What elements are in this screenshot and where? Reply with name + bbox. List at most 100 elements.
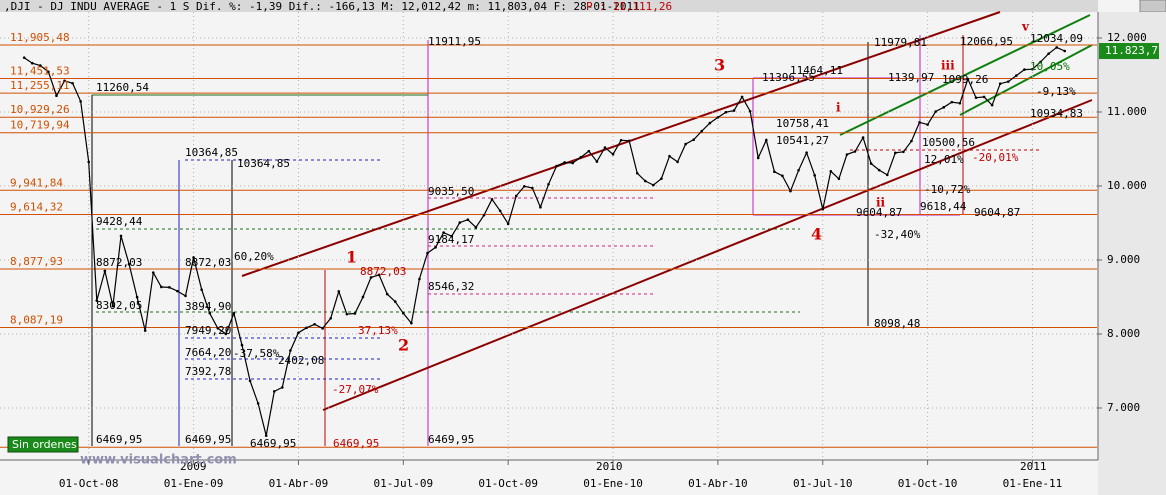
price-line <box>23 46 1065 436</box>
window-buttons[interactable] <box>1139 0 1166 13</box>
price-point <box>442 231 445 234</box>
year-label: 2011 <box>1020 460 1047 473</box>
trend-line <box>959 44 1093 116</box>
price-point <box>1047 52 1050 56</box>
price-point <box>635 171 639 175</box>
level-label: 11,255,11 <box>10 79 70 92</box>
price-point <box>232 311 236 315</box>
price-point <box>410 321 413 325</box>
annotation: 10364,85 <box>185 146 238 159</box>
price-point <box>1055 46 1058 49</box>
price-point <box>829 170 833 173</box>
y-tick-label: 9.000 <box>1107 253 1140 266</box>
price-point <box>208 311 212 315</box>
price-point <box>345 312 349 316</box>
x-tick-label: 01-Oct-10 <box>898 477 958 490</box>
level-label: 10,719,94 <box>10 119 70 132</box>
year-label: 2009 <box>180 460 207 473</box>
annotation: 9604,87 <box>974 206 1020 219</box>
trend-line <box>322 99 1093 411</box>
price-point <box>813 174 816 177</box>
price-point <box>39 64 42 67</box>
annotation: 10364,85 <box>237 157 290 170</box>
price-point <box>619 138 623 142</box>
price-point <box>910 139 913 143</box>
price-point <box>256 402 260 405</box>
price-point <box>894 151 897 155</box>
level-label: 10,929,26 <box>10 103 70 116</box>
price-point <box>1015 74 1018 77</box>
price-point <box>724 110 728 114</box>
price-point <box>361 295 365 299</box>
annotation: 9184,17 <box>428 233 474 246</box>
wave-label: 3 <box>714 56 725 75</box>
price-point <box>95 299 99 302</box>
price-point <box>611 153 615 156</box>
wave-label: v <box>1021 20 1030 34</box>
price-point <box>458 221 462 224</box>
price-point <box>63 79 66 83</box>
trend-line <box>241 11 1001 277</box>
annotation: 2402,08 <box>278 354 324 367</box>
price-point <box>982 95 986 99</box>
annotation: 10500,56 <box>922 136 975 149</box>
price-point <box>248 379 252 383</box>
y-tick-label: 8.000 <box>1107 327 1140 340</box>
price-point <box>853 150 857 153</box>
wave-label: i <box>836 101 841 115</box>
price-point <box>797 168 800 172</box>
price-point <box>732 109 736 112</box>
annotation: 8872,03 <box>185 256 231 269</box>
price-point <box>200 288 203 291</box>
annotation: -37,58% <box>233 347 280 360</box>
price-point <box>30 61 34 65</box>
price-point <box>87 160 91 164</box>
last-price-box <box>1099 43 1159 60</box>
wave-label: 4 <box>811 225 822 244</box>
x-tick-label: 01-Ene-10 <box>583 477 643 490</box>
price-point <box>845 153 849 156</box>
wave-label: ii <box>876 196 886 210</box>
price-point <box>877 168 881 172</box>
annotation: 9428,44 <box>96 215 143 228</box>
price-point <box>974 96 978 99</box>
x-tick-label: 01-Ene-09 <box>164 477 224 490</box>
price-point <box>160 285 163 289</box>
price-point <box>184 294 187 298</box>
header-price: P : 11,111,26 <box>586 0 672 13</box>
price-point <box>748 110 752 113</box>
price-point <box>240 343 244 347</box>
y-tick-label: 7.000 <box>1107 401 1140 414</box>
trend-line <box>839 14 1091 136</box>
orders-button[interactable] <box>7 436 79 453</box>
price-point <box>579 155 583 159</box>
price-point <box>103 269 107 273</box>
x-tick-label: 01-Abr-10 <box>688 477 748 490</box>
annotation: 10758,41 <box>776 117 829 130</box>
price-point <box>603 146 607 149</box>
annotation: 6469,95 <box>250 437 296 450</box>
price-point <box>450 234 454 238</box>
price-point <box>143 329 147 332</box>
price-point <box>337 290 341 293</box>
price-point <box>297 331 300 335</box>
price-point <box>547 182 550 186</box>
price-point <box>918 120 921 124</box>
x-tick-label: 01-Jul-09 <box>374 477 434 490</box>
price-point <box>756 156 760 160</box>
level-label: 8,087,19 <box>10 314 63 327</box>
price-point <box>668 154 671 158</box>
price-point <box>692 138 695 142</box>
wave-label: 1 <box>346 248 357 267</box>
header-bar <box>0 0 1098 12</box>
wave-label: 2 <box>398 336 409 355</box>
price-point <box>377 273 381 277</box>
x-tick-label: 01-Oct-08 <box>59 477 119 490</box>
price-point <box>264 434 268 437</box>
price-point <box>1039 60 1042 64</box>
price-point <box>135 295 139 299</box>
layers <box>0 11 1097 460</box>
price-point <box>764 138 768 142</box>
orders-button-label[interactable]: Sin ordenes <box>12 438 77 451</box>
